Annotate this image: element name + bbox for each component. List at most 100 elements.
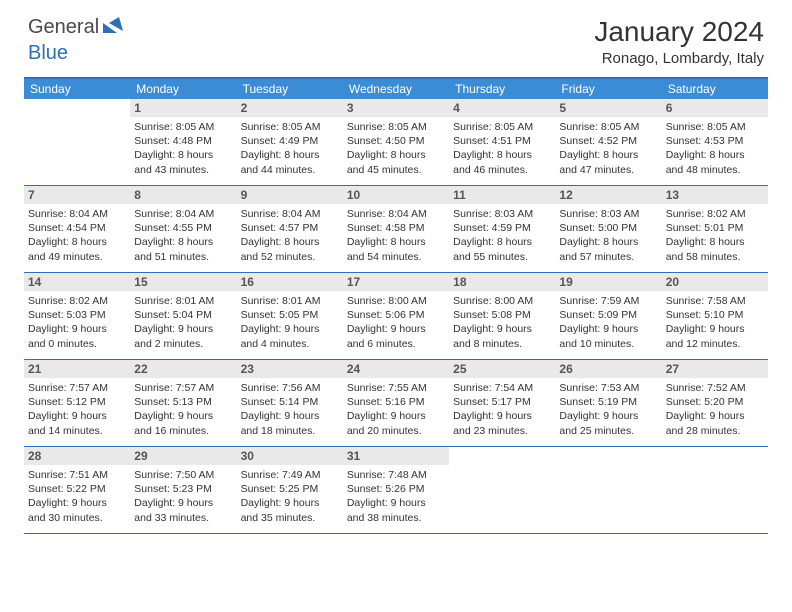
day-number: 4 [449, 99, 555, 117]
day-info: Sunrise: 7:51 AMSunset: 5:22 PMDaylight:… [28, 468, 126, 525]
calendar: Sunday Monday Tuesday Wednesday Thursday… [24, 77, 768, 534]
calendar-week: 28Sunrise: 7:51 AMSunset: 5:22 PMDayligh… [24, 447, 768, 534]
day-number: 23 [237, 360, 343, 378]
day-header: Tuesday [237, 79, 343, 99]
day-info: Sunrise: 7:48 AMSunset: 5:26 PMDaylight:… [347, 468, 445, 525]
header: General January 2024 Ronago, Lombardy, I… [0, 0, 792, 71]
day-cell: 2 Sunrise: 8:05 AMSunset: 4:49 PMDaylight… [237, 99, 343, 185]
day-cell: 12 Sunrise: 8:03 AMSunset: 5:00 PMDayligh… [555, 186, 661, 272]
day-cell [24, 99, 130, 185]
day-info: Sunrise: 8:00 AMSunset: 5:08 PMDaylight:… [453, 294, 551, 351]
day-number: 8 [130, 186, 236, 204]
logo-text-blue: Blue [28, 42, 68, 64]
day-info: Sunrise: 8:00 AMSunset: 5:06 PMDaylight:… [347, 294, 445, 351]
day-cell: 3 Sunrise: 8:05 AMSunset: 4:50 PMDaylight… [343, 99, 449, 185]
day-cell: 21Sunrise: 7:57 AMSunset: 5:12 PMDayligh… [24, 360, 130, 446]
day-info: Sunrise: 8:03 AMSunset: 4:59 PMDaylight:… [453, 207, 551, 264]
day-number: 22 [130, 360, 236, 378]
page-title: January 2024 [594, 16, 764, 48]
day-info: Sunrise: 7:53 AMSunset: 5:19 PMDaylight:… [559, 381, 657, 438]
day-number: 30 [237, 447, 343, 465]
day-number: 25 [449, 360, 555, 378]
day-info: Sunrise: 8:04 AMSunset: 4:55 PMDaylight:… [134, 207, 232, 264]
day-cell: 1 Sunrise: 8:05 AMSunset: 4:48 PMDaylight… [130, 99, 236, 185]
day-number: 24 [343, 360, 449, 378]
day-number: 11 [449, 186, 555, 204]
day-cell: 10 Sunrise: 8:04 AMSunset: 4:58 PMDayligh… [343, 186, 449, 272]
day-cell: 25 Sunrise: 7:54 AMSunset: 5:17 PMDayligh… [449, 360, 555, 446]
day-header: Friday [555, 79, 661, 99]
day-number: 9 [237, 186, 343, 204]
day-cell: 14Sunrise: 8:02 AMSunset: 5:03 PMDayligh… [24, 273, 130, 359]
day-info: Sunrise: 8:04 AMSunset: 4:58 PMDaylight:… [347, 207, 445, 264]
calendar-week: 21Sunrise: 7:57 AMSunset: 5:12 PMDayligh… [24, 360, 768, 447]
day-header: Wednesday [343, 79, 449, 99]
day-number: 17 [343, 273, 449, 291]
day-number: 5 [555, 99, 661, 117]
logo-text-general: General [28, 16, 99, 39]
day-cell: 29 Sunrise: 7:50 AMSunset: 5:23 PMDayligh… [130, 447, 236, 533]
day-info: Sunrise: 7:50 AMSunset: 5:23 PMDaylight:… [134, 468, 232, 525]
day-info: Sunrise: 8:05 AMSunset: 4:50 PMDaylight:… [347, 120, 445, 177]
day-number: 16 [237, 273, 343, 291]
day-header-row: Sunday Monday Tuesday Wednesday Thursday… [24, 79, 768, 99]
day-number: 18 [449, 273, 555, 291]
day-info: Sunrise: 7:49 AMSunset: 5:25 PMDaylight:… [241, 468, 339, 525]
day-number: 14 [24, 273, 130, 291]
day-number: 2 [237, 99, 343, 117]
day-cell: 16Sunrise: 8:01 AMSunset: 5:05 PMDayligh… [237, 273, 343, 359]
day-info: Sunrise: 8:05 AMSunset: 4:51 PMDaylight:… [453, 120, 551, 177]
day-number: 29 [130, 447, 236, 465]
day-number: 12 [555, 186, 661, 204]
day-info: Sunrise: 7:57 AMSunset: 5:12 PMDaylight:… [28, 381, 126, 438]
logo-icon [103, 17, 125, 38]
day-cell: 18 Sunrise: 8:00 AMSunset: 5:08 PMDayligh… [449, 273, 555, 359]
day-cell: 8 Sunrise: 8:04 AMSunset: 4:55 PMDaylight… [130, 186, 236, 272]
day-cell: 11 Sunrise: 8:03 AMSunset: 4:59 PMDayligh… [449, 186, 555, 272]
day-number: 6 [662, 99, 768, 117]
day-info: Sunrise: 8:04 AMSunset: 4:54 PMDaylight:… [28, 207, 126, 264]
day-cell: 20Sunrise: 7:58 AMSunset: 5:10 PMDayligh… [662, 273, 768, 359]
day-info: Sunrise: 7:52 AMSunset: 5:20 PMDaylight:… [666, 381, 764, 438]
day-cell: 28Sunrise: 7:51 AMSunset: 5:22 PMDayligh… [24, 447, 130, 533]
day-cell: 31Sunrise: 7:48 AMSunset: 5:26 PMDayligh… [343, 447, 449, 533]
day-info: Sunrise: 8:05 AMSunset: 4:52 PMDaylight:… [559, 120, 657, 177]
day-info: Sunrise: 8:02 AMSunset: 5:01 PMDaylight:… [666, 207, 764, 264]
day-info: Sunrise: 7:54 AMSunset: 5:17 PMDaylight:… [453, 381, 551, 438]
title-block: January 2024 Ronago, Lombardy, Italy [594, 16, 764, 67]
day-number: 26 [555, 360, 661, 378]
day-number: 10 [343, 186, 449, 204]
day-cell: 27 Sunrise: 7:52 AMSunset: 5:20 PMDayligh… [662, 360, 768, 446]
day-info: Sunrise: 8:05 AMSunset: 4:49 PMDaylight:… [241, 120, 339, 177]
day-cell: 15 Sunrise: 8:01 AMSunset: 5:04 PMDayligh… [130, 273, 236, 359]
day-cell: 6Sunrise: 8:05 AMSunset: 4:53 PMDaylight… [662, 99, 768, 185]
day-number: 3 [343, 99, 449, 117]
day-cell: 19 Sunrise: 7:59 AMSunset: 5:09 PMDayligh… [555, 273, 661, 359]
day-header: Thursday [449, 79, 555, 99]
day-info: Sunrise: 7:57 AMSunset: 5:13 PMDaylight:… [134, 381, 232, 438]
day-cell: 13 Sunrise: 8:02 AMSunset: 5:01 PMDayligh… [662, 186, 768, 272]
day-cell: 9 Sunrise: 8:04 AMSunset: 4:57 PMDaylight… [237, 186, 343, 272]
day-info: Sunrise: 8:04 AMSunset: 4:57 PMDaylight:… [241, 207, 339, 264]
day-number: 7 [24, 186, 130, 204]
day-info: Sunrise: 8:03 AMSunset: 5:00 PMDaylight:… [559, 207, 657, 264]
calendar-week: 1 Sunrise: 8:05 AMSunset: 4:48 PMDaylight… [24, 99, 768, 186]
day-header: Monday [130, 79, 236, 99]
day-header: Saturday [662, 79, 768, 99]
day-number: 27 [662, 360, 768, 378]
day-info: Sunrise: 7:56 AMSunset: 5:14 PMDaylight:… [241, 381, 339, 438]
day-number: 19 [555, 273, 661, 291]
day-cell: 4 Sunrise: 8:05 AMSunset: 4:51 PMDaylight… [449, 99, 555, 185]
day-info: Sunrise: 8:05 AMSunset: 4:48 PMDaylight:… [134, 120, 232, 177]
day-cell: 7 Sunrise: 8:04 AMSunset: 4:54 PMDaylight… [24, 186, 130, 272]
day-info: Sunrise: 8:01 AMSunset: 5:04 PMDaylight:… [134, 294, 232, 351]
day-number: 20 [662, 273, 768, 291]
day-number: 1 [130, 99, 236, 117]
day-number: 15 [130, 273, 236, 291]
day-cell [449, 447, 555, 533]
day-cell: 22 Sunrise: 7:57 AMSunset: 5:13 PMDayligh… [130, 360, 236, 446]
day-cell: 24Sunrise: 7:55 AMSunset: 5:16 PMDayligh… [343, 360, 449, 446]
day-number: 13 [662, 186, 768, 204]
day-info: Sunrise: 7:59 AMSunset: 5:09 PMDaylight:… [559, 294, 657, 351]
day-cell [662, 447, 768, 533]
